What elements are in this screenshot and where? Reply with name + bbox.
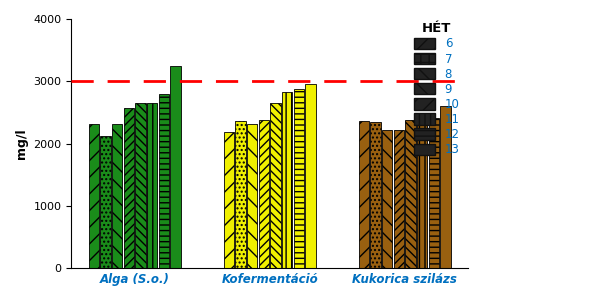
Bar — [224, 132, 234, 268]
Bar — [101, 136, 111, 268]
Bar — [393, 131, 404, 268]
Legend: 6, 7, 8, 9, 10, 11, 12, 13: 6, 7, 8, 9, 10, 11, 12, 13 — [412, 20, 462, 159]
Bar — [429, 118, 439, 268]
Bar — [112, 124, 123, 268]
Bar — [124, 108, 134, 268]
Bar — [441, 106, 451, 268]
Bar — [259, 120, 269, 268]
Bar — [405, 120, 416, 268]
Bar — [236, 120, 246, 268]
Bar — [159, 94, 169, 268]
Bar — [270, 103, 280, 268]
Y-axis label: mg/l: mg/l — [15, 128, 28, 159]
Bar — [294, 89, 304, 268]
Bar — [305, 84, 316, 268]
Bar — [247, 124, 257, 268]
Bar — [417, 116, 427, 268]
Bar — [170, 66, 181, 268]
Bar — [382, 131, 392, 268]
Bar — [147, 103, 157, 268]
Bar — [282, 92, 292, 268]
Bar — [359, 120, 369, 268]
Bar — [89, 124, 99, 268]
Bar — [135, 103, 145, 268]
Bar — [370, 123, 380, 268]
